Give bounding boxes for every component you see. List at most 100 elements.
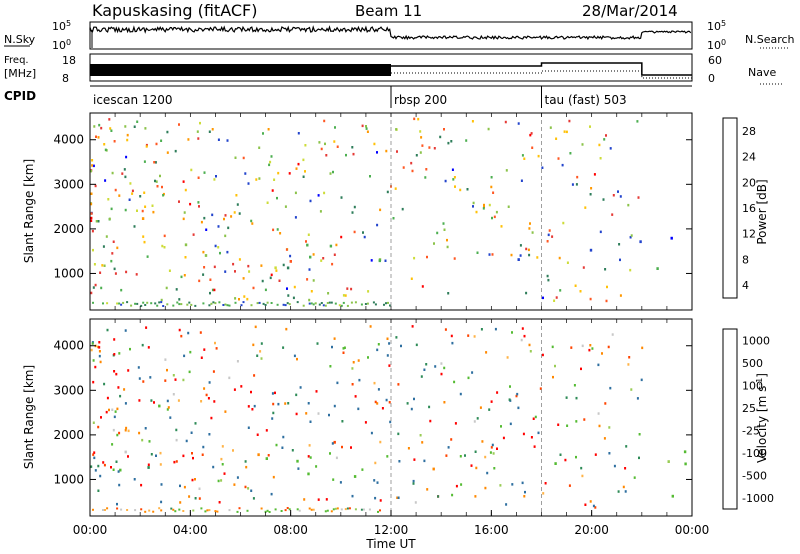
scatter-cell — [217, 479, 220, 483]
scatter-cell — [392, 217, 395, 220]
x-tick-label: 20:00 — [574, 523, 609, 537]
scatter-cell — [397, 432, 400, 436]
scatter-cell — [184, 256, 187, 259]
ground-cell — [106, 507, 109, 510]
scatter-cell — [153, 161, 156, 164]
scatter-cell — [528, 253, 531, 257]
ground-cell — [172, 304, 175, 307]
ground-cell — [308, 507, 311, 510]
scatter-cell — [310, 290, 313, 293]
scatter-cell — [576, 175, 579, 179]
ground-cell — [120, 303, 123, 306]
ground-cell — [116, 302, 119, 305]
ground-cell — [348, 507, 351, 510]
scatter-cell — [199, 331, 202, 334]
scatter-cell — [474, 495, 477, 498]
scatter-cell — [601, 352, 603, 355]
scatter-cell — [529, 222, 531, 225]
time-axis-label: Time UT — [365, 537, 416, 551]
scatter-cell — [284, 402, 287, 405]
scatter-cell — [505, 503, 508, 506]
scatter-cell — [141, 209, 144, 213]
ground-cell — [166, 303, 169, 306]
scatter-cell — [566, 261, 569, 264]
scatter-cell — [425, 168, 428, 171]
scatter-cell — [138, 431, 141, 435]
scatter-cell — [451, 168, 454, 171]
scatter-cell — [223, 217, 225, 221]
scatter-cell — [341, 445, 343, 449]
scatter-cell — [105, 235, 108, 238]
scatter-cell — [428, 405, 431, 409]
scatter-cell — [236, 476, 239, 479]
scatter-cell — [113, 338, 116, 341]
scatter-cell — [90, 219, 93, 222]
scatter-cell — [147, 463, 150, 466]
data-cell — [378, 259, 381, 263]
scatter-cell — [440, 362, 443, 365]
scatter-cell — [98, 346, 101, 349]
scatter-cell — [307, 402, 310, 405]
scatter-cell — [437, 495, 440, 498]
scatter-cell — [285, 248, 288, 251]
scatter-cell — [594, 453, 597, 456]
scatter-cell — [92, 453, 95, 456]
ground-cell — [180, 303, 183, 306]
data-cell — [306, 243, 309, 247]
ground-cell — [338, 304, 341, 307]
scatter-cell — [377, 343, 380, 346]
nsky-label: N.Sky — [4, 33, 36, 46]
scatter-cell — [549, 126, 552, 129]
scatter-cell — [529, 350, 532, 353]
scatter-cell — [573, 384, 576, 387]
scatter-cell — [238, 258, 241, 261]
scatter-cell — [168, 269, 171, 272]
scatter-cell — [444, 179, 447, 183]
ground-cell — [270, 302, 273, 304]
scatter-cell — [279, 232, 282, 235]
scatter-cell — [333, 140, 336, 143]
scatter-cell — [386, 354, 389, 357]
scatter-cell — [175, 460, 178, 463]
scatter-cell — [271, 392, 274, 395]
scatter-cell — [454, 185, 456, 188]
scatter-cell — [113, 140, 116, 143]
data-cell — [257, 453, 260, 457]
velocity-colorbar-label: Velocity [m s-1] — [755, 373, 770, 463]
scatter-cell — [551, 345, 554, 349]
ground-cell — [170, 507, 173, 510]
scatter-cell — [141, 438, 144, 442]
nsearch-label: N.Search — [745, 33, 795, 46]
scatter-cell — [373, 479, 376, 482]
scatter-cell — [415, 154, 418, 157]
scatter-cell — [90, 192, 93, 195]
scatter-cell — [488, 203, 491, 207]
ground-cell — [194, 304, 197, 307]
scatter-cell — [591, 347, 594, 350]
scatter-cell — [504, 120, 507, 124]
scatter-cell — [374, 461, 377, 465]
ground-cell — [340, 304, 343, 307]
ground-cell — [208, 304, 211, 307]
scatter-cell — [289, 254, 292, 258]
ground-cell — [140, 508, 143, 511]
scatter-cell — [302, 175, 305, 178]
freq-tick-bottom: 8 — [62, 72, 69, 85]
ground-cell — [240, 304, 243, 307]
scatter-cell — [447, 446, 450, 449]
scatter-cell — [568, 119, 571, 123]
scatter-cell — [640, 378, 643, 382]
y-tick-label: 3000 — [53, 383, 84, 397]
scatter-cell — [305, 412, 308, 415]
scatter-cell — [536, 256, 539, 259]
scatter-cell — [555, 296, 558, 299]
scatter-cell — [90, 291, 93, 295]
colorbar-tick-label: 28 — [742, 125, 756, 138]
scatter-cell — [389, 420, 392, 424]
scatter-cell — [92, 359, 95, 362]
scatter-cell — [108, 217, 111, 221]
scatter-cell — [94, 469, 97, 472]
scatter-cell — [124, 208, 127, 212]
scatter-cell — [379, 208, 382, 212]
scatter-cell — [370, 259, 373, 262]
